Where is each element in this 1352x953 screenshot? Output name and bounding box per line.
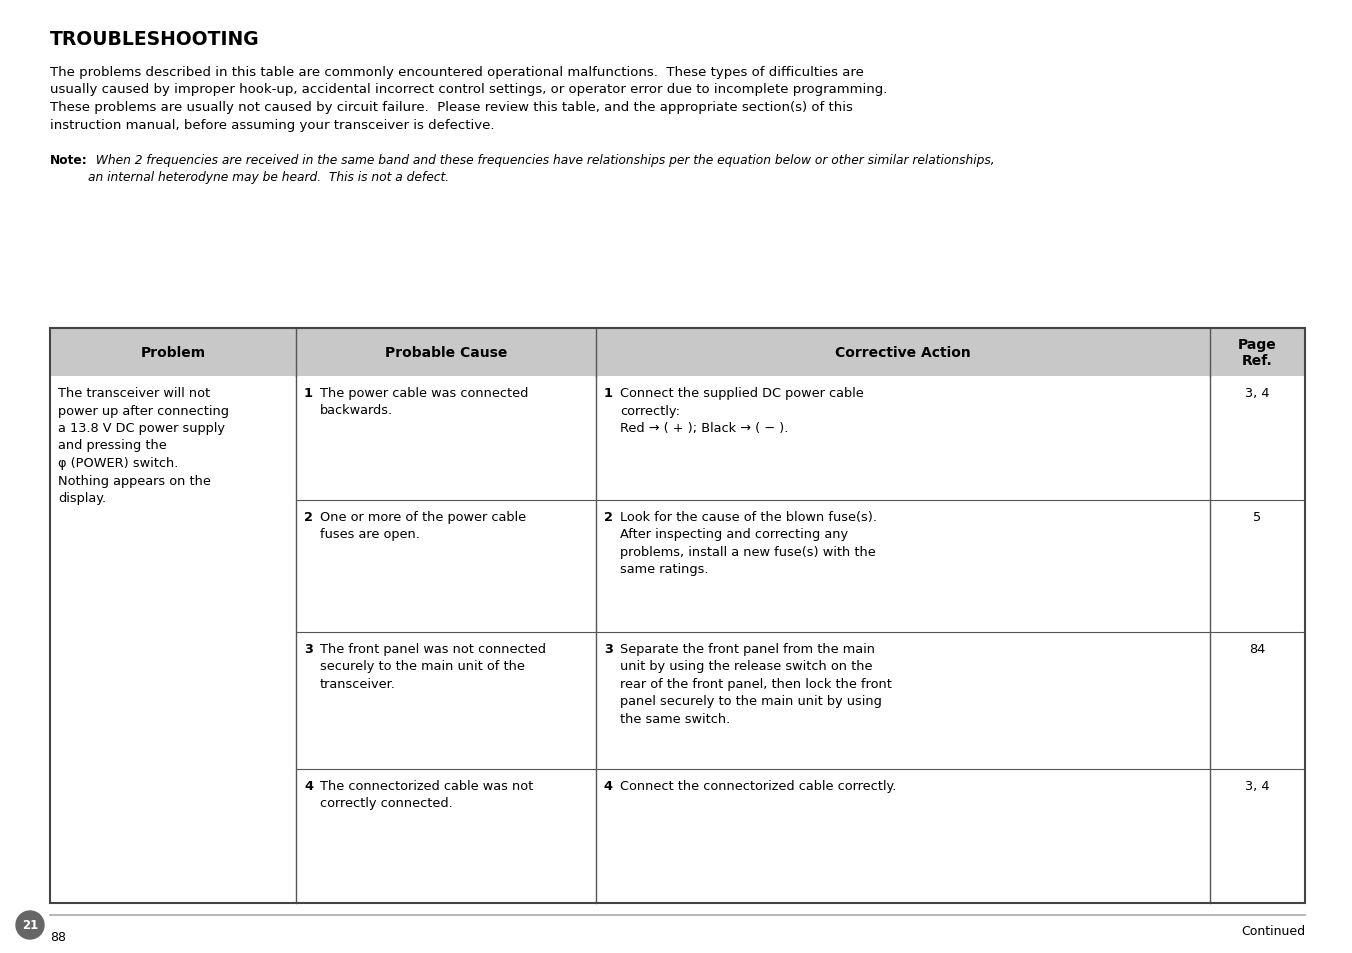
- Text: 5: 5: [1253, 510, 1261, 523]
- Text: 88: 88: [50, 930, 66, 943]
- Text: Corrective Action: Corrective Action: [836, 346, 971, 359]
- Text: The front panel was not connected
securely to the main unit of the
transceiver.: The front panel was not connected secure…: [320, 642, 546, 690]
- Circle shape: [16, 911, 45, 939]
- Text: Connect the connectorized cable correctly.: Connect the connectorized cable correctl…: [621, 779, 896, 792]
- Text: The problems described in this table are commonly encountered operational malfun: The problems described in this table are…: [50, 66, 887, 132]
- Text: 84: 84: [1249, 642, 1265, 655]
- Text: 3, 4: 3, 4: [1245, 387, 1270, 399]
- Text: 21: 21: [22, 919, 38, 931]
- Text: TROUBLESHOOTING: TROUBLESHOOTING: [50, 30, 260, 49]
- Text: 4: 4: [604, 779, 612, 792]
- Text: Connect the supplied DC power cable
correctly:
Red → ( + ); Black → ( − ).: Connect the supplied DC power cable corr…: [621, 387, 864, 435]
- Text: Page
Ref.: Page Ref.: [1238, 337, 1276, 368]
- Text: One or more of the power cable
fuses are open.: One or more of the power cable fuses are…: [320, 510, 526, 540]
- Text: Continued: Continued: [1241, 924, 1305, 938]
- Text: The power cable was connected
backwards.: The power cable was connected backwards.: [320, 387, 529, 417]
- Text: 3, 4: 3, 4: [1245, 779, 1270, 792]
- Text: 3: 3: [304, 642, 312, 655]
- Text: Probable Cause: Probable Cause: [385, 346, 507, 359]
- Text: 2: 2: [604, 510, 612, 523]
- Text: Separate the front panel from the main
unit by using the release switch on the
r: Separate the front panel from the main u…: [621, 642, 892, 725]
- Text: 2: 2: [304, 510, 312, 523]
- Text: When 2 frequencies are received in the same band and these frequencies have rela: When 2 frequencies are received in the s…: [88, 153, 995, 183]
- Text: 4: 4: [304, 779, 312, 792]
- Text: The transceiver will not
power up after connecting
a 13.8 V DC power supply
and : The transceiver will not power up after …: [58, 387, 228, 504]
- Text: 1: 1: [304, 387, 312, 399]
- Text: 1: 1: [604, 387, 612, 399]
- Text: 3: 3: [604, 642, 612, 655]
- Text: The connectorized cable was not
correctly connected.: The connectorized cable was not correctl…: [320, 779, 533, 809]
- Text: Note:: Note:: [50, 153, 88, 167]
- Text: Look for the cause of the blown fuse(s).
After inspecting and correcting any
pro: Look for the cause of the blown fuse(s).…: [621, 510, 877, 576]
- Bar: [50, 329, 1305, 903]
- Text: Problem: Problem: [141, 346, 206, 359]
- Bar: [50, 329, 1305, 376]
